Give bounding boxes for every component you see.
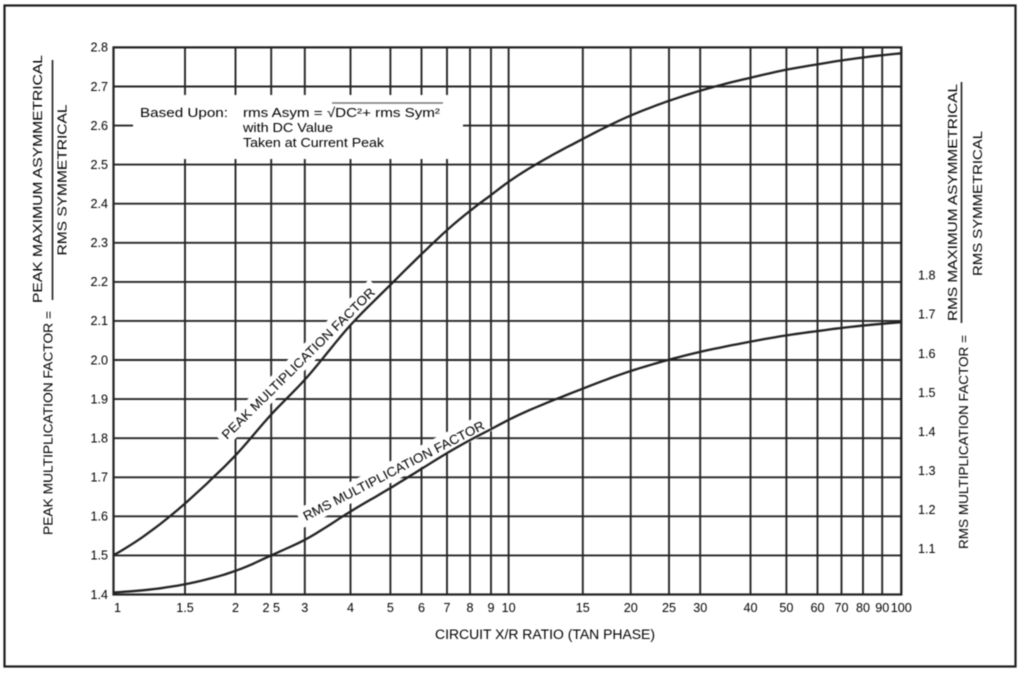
svg-text:2.8: 2.8 bbox=[90, 41, 108, 55]
svg-text:RMS MULTIPLICATION FACTOR =: RMS MULTIPLICATION FACTOR = bbox=[956, 335, 971, 549]
svg-text:1: 1 bbox=[114, 601, 121, 615]
svg-text:1.7: 1.7 bbox=[90, 471, 108, 485]
svg-text:2.5: 2.5 bbox=[90, 158, 108, 172]
svg-text:1.3: 1.3 bbox=[918, 464, 936, 478]
svg-text:70: 70 bbox=[834, 601, 848, 615]
svg-text:3: 3 bbox=[301, 601, 308, 615]
svg-text:100: 100 bbox=[891, 601, 912, 615]
svg-text:1.6: 1.6 bbox=[90, 510, 108, 524]
svg-text:1.7: 1.7 bbox=[918, 308, 936, 322]
svg-text:2.6: 2.6 bbox=[90, 119, 108, 133]
svg-text:15: 15 bbox=[576, 601, 590, 615]
svg-text:1.9: 1.9 bbox=[90, 392, 108, 406]
svg-text:8: 8 bbox=[466, 601, 473, 615]
svg-text:30: 30 bbox=[693, 601, 707, 615]
svg-text:2: 2 bbox=[232, 601, 239, 615]
svg-text:50: 50 bbox=[779, 601, 793, 615]
svg-text:2.7: 2.7 bbox=[90, 80, 108, 94]
svg-text:1.4: 1.4 bbox=[918, 425, 936, 439]
svg-text:6: 6 bbox=[418, 601, 425, 615]
svg-text:1.4: 1.4 bbox=[90, 588, 108, 602]
svg-text:CIRCUIT X/R RATIO (TAN PHASE): CIRCUIT X/R RATIO (TAN PHASE) bbox=[435, 627, 655, 642]
svg-text:20: 20 bbox=[624, 601, 638, 615]
svg-text:with DC Value: with DC Value bbox=[242, 120, 333, 135]
svg-text:40: 40 bbox=[743, 601, 757, 615]
svg-text:1.8: 1.8 bbox=[90, 432, 108, 446]
svg-text:5: 5 bbox=[387, 601, 394, 615]
svg-text:rms Asym = √DC²+ rms Sym²: rms Asym = √DC²+ rms Sym² bbox=[243, 105, 441, 120]
svg-text:2.0: 2.0 bbox=[90, 353, 108, 367]
svg-text:1.5: 1.5 bbox=[90, 549, 108, 563]
svg-text:2.4: 2.4 bbox=[90, 197, 108, 211]
svg-text:90: 90 bbox=[875, 601, 889, 615]
svg-text:10: 10 bbox=[502, 601, 516, 615]
svg-text:60: 60 bbox=[810, 601, 824, 615]
svg-text:Taken at Current Peak: Taken at Current Peak bbox=[243, 135, 384, 150]
svg-text:9: 9 bbox=[487, 601, 494, 615]
svg-text:RMS SYMMETRICAL: RMS SYMMETRICAL bbox=[55, 105, 70, 256]
svg-text:4: 4 bbox=[347, 601, 354, 615]
svg-text:2.2: 2.2 bbox=[90, 275, 108, 289]
svg-text:80: 80 bbox=[856, 601, 870, 615]
svg-text:1.5: 1.5 bbox=[176, 601, 194, 615]
svg-text:2.3: 2.3 bbox=[90, 236, 108, 250]
svg-text:2 5: 2 5 bbox=[262, 601, 280, 615]
svg-text:2.1: 2.1 bbox=[90, 314, 108, 328]
svg-text:RMS MAXIMUM ASYMMETRICAL: RMS MAXIMUM ASYMMETRICAL bbox=[945, 84, 960, 321]
svg-text:Based Upon:: Based Upon: bbox=[140, 105, 228, 120]
svg-text:PEAK MAXIMUM ASYMMETRICAL: PEAK MAXIMUM ASYMMETRICAL bbox=[30, 55, 45, 303]
svg-text:PEAK MULTIPLICATION FACTOR =: PEAK MULTIPLICATION FACTOR = bbox=[41, 311, 56, 535]
svg-text:1.1: 1.1 bbox=[918, 542, 936, 556]
svg-text:RMS SYMMETRICAL: RMS SYMMETRICAL bbox=[970, 131, 985, 276]
svg-text:7: 7 bbox=[443, 601, 450, 615]
svg-text:1.5: 1.5 bbox=[918, 386, 936, 400]
svg-text:1.6: 1.6 bbox=[918, 347, 936, 361]
svg-text:25: 25 bbox=[662, 601, 676, 615]
svg-text:1.8: 1.8 bbox=[918, 269, 936, 283]
svg-text:1.2: 1.2 bbox=[918, 503, 936, 517]
